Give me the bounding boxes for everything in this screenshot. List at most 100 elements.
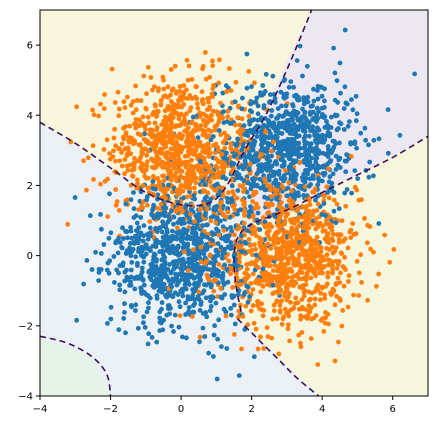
series-2-point: [359, 197, 364, 203]
series-2-point: [323, 284, 328, 289]
series-2-point: [241, 220, 247, 226]
series-2-point: [239, 346, 245, 352]
series-2-point: [189, 314, 195, 319]
series-2-point: [205, 119, 211, 125]
series-1-point: [122, 301, 127, 307]
series-2-point: [289, 274, 295, 280]
series-2-point: [116, 113, 122, 119]
series-1-point: [236, 373, 242, 378]
series-2-point: [274, 316, 280, 321]
series-1-point: [106, 235, 112, 241]
series-2-point: [143, 127, 148, 132]
series-2-point: [228, 88, 234, 93]
series-1-point: [282, 142, 288, 148]
series-2-point: [192, 219, 198, 224]
series-2-point: [269, 148, 274, 154]
series-2-point: [283, 306, 288, 312]
series-2-point: [303, 257, 309, 262]
series-1-point: [96, 278, 101, 283]
series-2-point: [129, 173, 135, 179]
series-2-point: [107, 151, 112, 156]
series-2-point: [162, 160, 168, 166]
series-2-point: [246, 69, 252, 74]
series-1-point: [151, 202, 157, 208]
series-1-point: [239, 106, 245, 112]
series-1-point: [263, 162, 269, 167]
series-2-point: [155, 176, 161, 181]
series-2-point: [312, 253, 318, 259]
series-2-point: [216, 80, 222, 86]
series-2-point: [297, 160, 303, 165]
series-1-point: [255, 111, 261, 117]
series-2-point: [121, 136, 127, 142]
series-1-point: [157, 319, 163, 325]
series-2-point: [267, 272, 273, 277]
series-1-point: [205, 222, 210, 228]
series-2-point: [224, 134, 229, 139]
series-2-point: [364, 240, 370, 246]
series-2-point: [201, 118, 207, 124]
series-1-point: [234, 263, 240, 269]
series-2-point: [116, 106, 122, 112]
series-1-point: [135, 260, 140, 266]
series-1-point: [143, 243, 149, 248]
series-1-point: [171, 329, 176, 334]
series-2-point: [196, 162, 202, 168]
series-1-point: [245, 133, 251, 139]
series-2-point: [247, 171, 253, 176]
series-1-point: [190, 114, 196, 120]
series-1-point: [200, 234, 206, 240]
series-2-point: [133, 122, 138, 128]
series-2-point: [330, 250, 336, 256]
series-1-point: [338, 90, 343, 96]
series-2-point: [181, 249, 187, 255]
series-1-point: [310, 173, 316, 179]
series-2-point: [342, 255, 348, 260]
series-2-point: [200, 132, 206, 138]
series-1-point: [239, 249, 245, 255]
series-1-point: [312, 130, 318, 136]
series-2-point: [298, 340, 303, 346]
series-1-point: [148, 233, 154, 239]
series-2-point: [307, 202, 313, 208]
series-2-point: [162, 164, 168, 170]
series-1-point: [269, 163, 275, 169]
series-2-point: [193, 123, 199, 129]
series-1-point: [166, 214, 172, 220]
series-1-point: [170, 259, 176, 265]
series-1-point: [122, 310, 127, 315]
series-2-point: [144, 152, 150, 158]
series-2-point: [152, 120, 158, 126]
series-2-point: [216, 262, 222, 267]
series-2-point: [157, 162, 163, 167]
series-2-point: [332, 358, 338, 364]
series-1-point: [186, 305, 192, 310]
series-2-point: [326, 321, 331, 327]
series-2-point: [276, 274, 281, 279]
series-1-point: [235, 136, 241, 142]
series-2-point: [232, 232, 237, 238]
series-1-point: [245, 299, 251, 305]
series-1-point: [220, 249, 226, 255]
series-1-point: [287, 156, 293, 162]
series-2-point: [283, 275, 289, 281]
series-2-point: [268, 201, 273, 207]
series-2-point: [188, 163, 194, 169]
series-2-point: [233, 122, 238, 128]
series-2-point: [171, 161, 177, 166]
series-1-point: [190, 258, 195, 264]
series-1-point: [223, 176, 229, 182]
y-tick-label: 0: [27, 251, 33, 262]
series-2-point: [243, 303, 249, 309]
series-2-point: [338, 250, 344, 256]
series-2-point: [341, 283, 347, 289]
series-1-point: [222, 262, 228, 268]
series-2-point: [141, 123, 146, 128]
series-2-point: [195, 141, 200, 147]
series-1-point: [212, 183, 218, 189]
series-2-point: [288, 300, 293, 305]
series-1-point: [254, 171, 260, 177]
series-1-point: [267, 100, 272, 105]
series-1-point: [318, 164, 323, 170]
series-2-point: [325, 311, 331, 317]
